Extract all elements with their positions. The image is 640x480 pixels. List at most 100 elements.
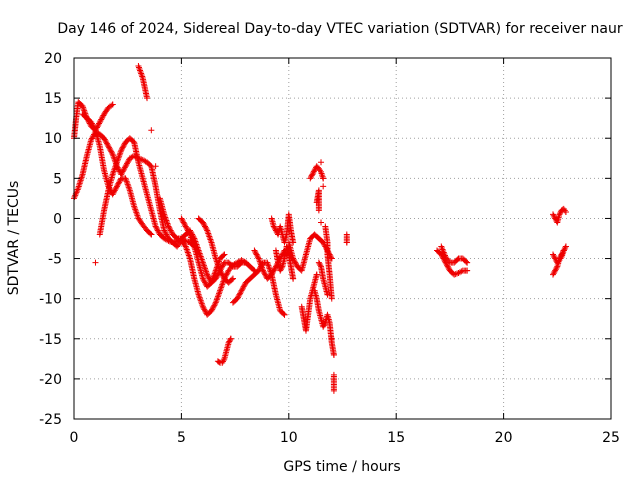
data-point [227,335,234,342]
data-point [96,119,103,126]
data-point [310,168,317,175]
data-point [277,267,284,274]
data-point [167,227,174,234]
data-point [120,143,127,150]
data-point [219,262,226,269]
data-point [310,169,317,176]
data-point [147,162,154,169]
data-point [443,260,450,267]
data-point [104,141,111,148]
data-point [253,251,260,258]
data-point [292,260,299,267]
data-point [208,307,215,314]
data-point [163,231,170,238]
data-point [224,270,231,277]
data-point [227,337,234,344]
data-point [202,223,209,230]
data-point [168,228,175,235]
data-point [217,268,224,275]
data-point [90,132,97,139]
data-point [115,165,122,172]
data-point [161,228,168,235]
data-point [550,270,557,277]
series-18 [313,159,350,394]
data-point [219,359,226,366]
data-point [458,268,465,275]
data-point [202,307,209,314]
data-point [463,258,470,265]
axis-ticks: 0 5 10 15 20 25 -25 -20 -15 -10 -5 0 5 10 15 20 [39,51,620,446]
data-point [260,268,267,275]
data-point [152,163,159,170]
data-point [108,102,115,109]
data-point [211,302,218,309]
y-tick-label: 15 [44,91,62,107]
data-point [313,271,320,278]
data-point [209,306,216,313]
data-point [444,263,451,270]
data-point [261,270,268,277]
data-point [343,239,350,246]
data-point [255,254,262,261]
data-point [154,227,161,234]
data-point [260,267,267,274]
data-point [199,303,206,310]
data-point [311,167,318,174]
data-point [71,193,78,200]
data-point [454,270,461,277]
series-8 [214,335,234,366]
data-point [103,139,110,146]
data-point [123,161,130,168]
data-point [270,223,277,230]
data-point [320,323,327,330]
data-point [144,95,151,102]
data-point [320,175,327,182]
data-point [200,305,207,312]
data-point [550,271,557,278]
data-point [179,218,186,225]
data-point [278,264,285,271]
data-point [552,267,559,274]
data-point [271,266,278,273]
data-point [116,179,123,186]
data-point [183,224,190,231]
data-point [324,291,331,298]
data-point [553,264,560,271]
data-point [562,243,569,250]
data-point [307,173,314,180]
data-point [109,101,116,108]
series-22 [550,247,567,266]
data-point [184,238,191,245]
data-point [328,335,335,342]
data-point [200,220,207,227]
data-point [320,183,327,190]
data-point [315,259,322,266]
data-point [452,271,459,278]
data-point [123,160,130,167]
x-axis-label: GPS time / hours [283,459,400,475]
data-point [330,351,337,358]
series-12 [268,211,297,246]
data-point [173,234,180,241]
data-point [235,292,242,299]
data-point [217,267,224,274]
data-point [557,210,564,217]
data-point [441,250,448,257]
y-tick-label: -15 [39,332,62,348]
data-point [291,258,298,265]
data-point [281,311,288,318]
y-tick-label: -25 [39,412,62,428]
data-point [270,268,277,275]
data-point [181,220,188,227]
data-point [97,117,104,124]
data-point [321,321,328,328]
y-tick-label: -5 [48,252,62,268]
data-point [121,165,128,172]
data-point [226,338,233,345]
data-point [102,137,109,144]
data-point [147,230,154,237]
series-17 [315,259,331,298]
data-point [318,219,325,226]
data-point [111,187,118,194]
